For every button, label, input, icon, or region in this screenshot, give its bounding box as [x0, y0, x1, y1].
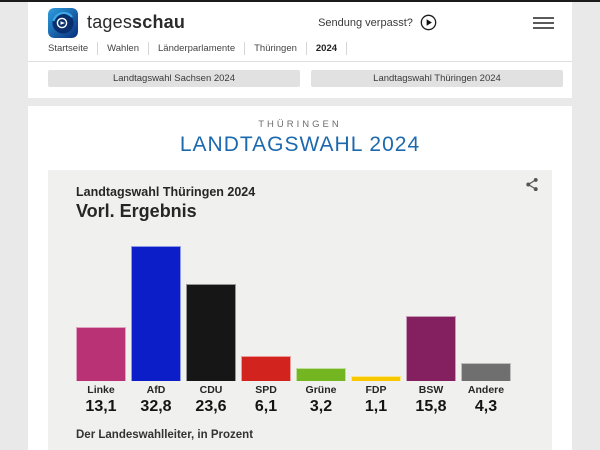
- chart-column-bsw: BSW 15,8: [406, 228, 456, 416]
- tagesschau-globe-icon: [48, 7, 78, 38]
- sendung-verpasst-link[interactable]: Sendung verpasst?: [318, 14, 437, 31]
- chart-column-cdu: CDU 23,6: [186, 228, 236, 416]
- bar-slot: [351, 228, 401, 381]
- bar-linke: [76, 327, 126, 381]
- bar-label-spd: SPD: [255, 384, 277, 396]
- chart-column-fdp: FDP 1,1: [351, 228, 401, 416]
- breadcrumb: Startseite Wahlen Länderparlamente Thüringe…: [28, 40, 572, 61]
- bar-slot: [296, 228, 346, 381]
- breadcrumb-item-länderparlamente[interactable]: Länderparlamente: [149, 42, 246, 55]
- chart-source-note: Der Landeswahlleiter, in Prozent: [76, 429, 254, 441]
- bar-label-fdp: FDP: [365, 384, 387, 396]
- site-header: tagesschau Sendung verpasst? Startseite W…: [28, 2, 572, 61]
- chart-title: Landtagswahl Thüringen 2024: [76, 185, 256, 199]
- bar-value-grüne: 3,2: [309, 398, 333, 415]
- bar-value-afd: 32,8: [140, 398, 172, 415]
- bar-slot: [131, 228, 181, 381]
- brand-wordmark: tagesschau: [87, 12, 186, 32]
- tab-landtagswahl-thueringen-2024[interactable]: Landtagswahl Thüringen 2024: [311, 70, 563, 87]
- bar-value-andere: 4,3: [474, 398, 498, 415]
- bar-value-spd: 6,1: [254, 398, 278, 415]
- bar-slot: [406, 228, 456, 381]
- chart-column-grüne: Grüne 3,2: [296, 228, 346, 416]
- bar-slot: [461, 228, 511, 381]
- play-icon: [420, 14, 437, 31]
- bar-label-afd: AfD: [146, 384, 166, 396]
- breadcrumb-item-thüringen[interactable]: Thüringen: [245, 42, 307, 55]
- bar-value-linke: 13,1: [85, 398, 117, 415]
- bar-spd: [241, 356, 291, 381]
- region-kicker: THÜRINGEN: [258, 119, 342, 130]
- bar-fdp: [351, 376, 401, 381]
- tagesschau-home-link[interactable]: tagesschau: [48, 7, 186, 38]
- bar-grüne: [296, 368, 346, 381]
- bar-cdu: [186, 284, 236, 381]
- tab-landtagswahl-sachsen-2024[interactable]: Landtagswahl Sachsen 2024: [48, 70, 300, 87]
- bar-bsw: [406, 316, 456, 381]
- bar-afd: [131, 246, 181, 381]
- breadcrumb-item-2024[interactable]: 2024: [307, 42, 348, 55]
- chart-column-spd: SPD 6,1: [241, 228, 291, 416]
- bar-label-grüne: Grüne: [305, 384, 337, 396]
- election-tabs: Landtagswahl Sachsen 2024 Landtagswahl T…: [28, 61, 572, 98]
- bar-label-linke: Linke: [87, 384, 115, 396]
- bar-chart: Linke 13,1 AfD 32,8 CDU 23,6 SPD 6,1 Grüne 3,2 FDP…: [76, 228, 513, 416]
- chart-column-linke: Linke 13,1: [76, 228, 126, 416]
- breadcrumb-item-wahlen[interactable]: Wahlen: [98, 42, 149, 55]
- section-gap: [28, 98, 572, 106]
- bar-slot: [186, 228, 236, 381]
- chart-column-andere: Andere 4,3: [461, 228, 511, 416]
- election-result-chart: Landtagswahl Thüringen 2024 Vorl. Ergebn…: [48, 170, 552, 450]
- page-content: tagesschau Sendung verpasst? Startseite W…: [28, 2, 572, 450]
- bar-value-bsw: 15,8: [415, 398, 447, 415]
- bar-value-fdp: 1,1: [364, 398, 388, 415]
- bar-andere: [461, 363, 511, 381]
- bar-value-cdu: 23,6: [195, 398, 227, 415]
- bar-label-cdu: CDU: [199, 384, 223, 396]
- top-accent-line: [0, 0, 600, 2]
- bar-label-bsw: BSW: [418, 384, 444, 396]
- chart-subtitle: Vorl. Ergebnis: [76, 201, 197, 221]
- main-card: THÜRINGEN LANDTAGSWAHL 2024 Landtagswahl…: [28, 106, 572, 450]
- chart-column-afd: AfD 32,8: [131, 228, 181, 416]
- page-title: LANDTAGSWAHL 2024: [179, 133, 421, 156]
- bar-slot: [76, 228, 126, 381]
- sendung-verpasst-label: Sendung verpasst?: [318, 16, 413, 29]
- bar-slot: [241, 228, 291, 381]
- hamburger-menu-icon[interactable]: [533, 14, 554, 32]
- breadcrumb-item-startseite[interactable]: Startseite: [48, 42, 99, 55]
- share-icon[interactable]: [525, 177, 539, 197]
- bar-label-andere: Andere: [467, 384, 505, 396]
